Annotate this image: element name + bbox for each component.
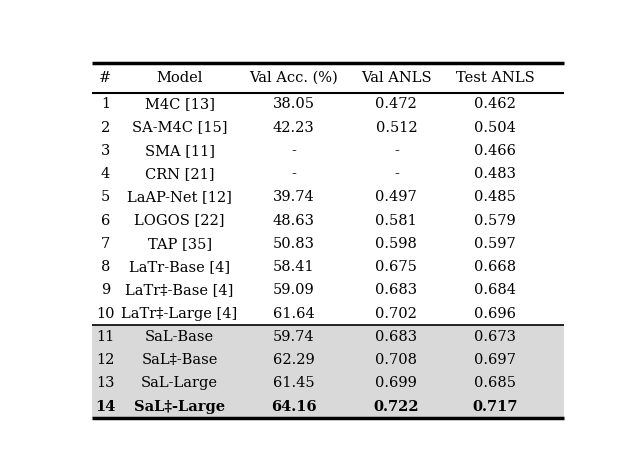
Text: 12: 12 — [96, 353, 115, 367]
Text: 61.45: 61.45 — [273, 376, 315, 390]
Text: 2: 2 — [100, 120, 110, 135]
Text: 0.472: 0.472 — [376, 97, 417, 111]
Text: 0.497: 0.497 — [376, 190, 417, 204]
Text: SaL-Large: SaL-Large — [141, 376, 218, 390]
Text: 0.684: 0.684 — [474, 283, 516, 298]
Text: -: - — [291, 144, 296, 158]
Text: 48.63: 48.63 — [273, 214, 315, 228]
Text: 62.29: 62.29 — [273, 353, 315, 367]
Bar — [92, 372, 564, 395]
Text: SA-M4C [15]: SA-M4C [15] — [132, 120, 227, 135]
Text: 0.702: 0.702 — [376, 307, 417, 320]
Text: TAP [35]: TAP [35] — [147, 237, 212, 251]
Text: 0.697: 0.697 — [474, 353, 516, 367]
Text: SaL‡-Base: SaL‡-Base — [141, 353, 218, 367]
Text: 5: 5 — [100, 190, 110, 204]
Text: -: - — [291, 167, 296, 181]
Text: 64.16: 64.16 — [271, 399, 317, 414]
Bar — [92, 395, 564, 418]
Text: LaAP-Net [12]: LaAP-Net [12] — [127, 190, 232, 204]
Text: 61.64: 61.64 — [273, 307, 315, 320]
Text: 38.05: 38.05 — [273, 97, 315, 111]
Text: 0.466: 0.466 — [474, 144, 516, 158]
Text: 6: 6 — [100, 214, 110, 228]
Text: 10: 10 — [96, 307, 115, 320]
Text: SMA [11]: SMA [11] — [145, 144, 214, 158]
Text: 0.504: 0.504 — [474, 120, 516, 135]
Text: LaTr‡-Base [4]: LaTr‡-Base [4] — [125, 283, 234, 298]
Text: #: # — [99, 70, 111, 85]
Text: SaL-Base: SaL-Base — [145, 330, 214, 344]
Text: 0.675: 0.675 — [376, 260, 417, 274]
Text: 4: 4 — [100, 167, 110, 181]
Text: 1: 1 — [100, 97, 110, 111]
Text: 42.23: 42.23 — [273, 120, 315, 135]
Text: -: - — [394, 167, 399, 181]
Text: M4C [13]: M4C [13] — [145, 97, 214, 111]
Text: 39.74: 39.74 — [273, 190, 315, 204]
Text: 14: 14 — [95, 399, 116, 414]
Text: LaTr-Base [4]: LaTr-Base [4] — [129, 260, 230, 274]
Bar — [92, 348, 564, 372]
Text: 0.581: 0.581 — [376, 214, 417, 228]
Text: 0.683: 0.683 — [375, 330, 417, 344]
Text: 0.717: 0.717 — [472, 399, 518, 414]
Text: 58.41: 58.41 — [273, 260, 315, 274]
Text: Model: Model — [156, 70, 203, 85]
Text: 0.462: 0.462 — [474, 97, 516, 111]
Text: 0.708: 0.708 — [375, 353, 417, 367]
Text: -: - — [394, 144, 399, 158]
Text: 13: 13 — [96, 376, 115, 390]
Text: 0.683: 0.683 — [375, 283, 417, 298]
Text: 59.09: 59.09 — [273, 283, 315, 298]
Text: 7: 7 — [100, 237, 110, 251]
Text: Test ANLS: Test ANLS — [456, 70, 534, 85]
Text: 0.722: 0.722 — [374, 399, 419, 414]
Text: 0.483: 0.483 — [474, 167, 516, 181]
Text: 0.512: 0.512 — [376, 120, 417, 135]
Text: 0.485: 0.485 — [474, 190, 516, 204]
Text: 0.673: 0.673 — [474, 330, 516, 344]
Text: 0.579: 0.579 — [474, 214, 516, 228]
Text: 3: 3 — [100, 144, 110, 158]
Text: CRN [21]: CRN [21] — [145, 167, 214, 181]
Text: Val Acc. (%): Val Acc. (%) — [250, 70, 338, 85]
Text: LaTr‡-Large [4]: LaTr‡-Large [4] — [122, 307, 237, 320]
Text: 59.74: 59.74 — [273, 330, 315, 344]
Text: 8: 8 — [100, 260, 110, 274]
Text: 50.83: 50.83 — [273, 237, 315, 251]
Text: 11: 11 — [96, 330, 115, 344]
Text: 0.597: 0.597 — [474, 237, 516, 251]
Text: Val ANLS: Val ANLS — [361, 70, 431, 85]
Text: LOGOS [22]: LOGOS [22] — [134, 214, 225, 228]
Text: 0.699: 0.699 — [376, 376, 417, 390]
Text: SaL‡-Large: SaL‡-Large — [134, 399, 225, 414]
Text: 9: 9 — [100, 283, 110, 298]
Text: 0.598: 0.598 — [376, 237, 417, 251]
Bar — [92, 325, 564, 348]
Text: 0.668: 0.668 — [474, 260, 516, 274]
Text: 0.696: 0.696 — [474, 307, 516, 320]
Text: 0.685: 0.685 — [474, 376, 516, 390]
